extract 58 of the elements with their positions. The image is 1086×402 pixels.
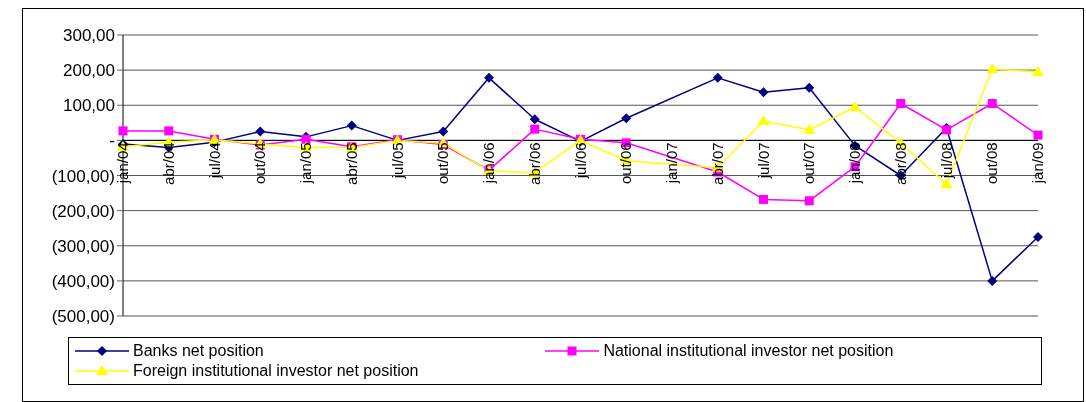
y-tick-label: 200,00: [63, 61, 115, 81]
point: [987, 98, 997, 108]
point: [759, 194, 768, 204]
x-tick-label: jan/05: [297, 142, 314, 185]
y-tick-label: -: [109, 131, 115, 151]
point: [118, 126, 128, 136]
x-tick-label: abr/05: [342, 142, 360, 185]
point: [1033, 231, 1043, 242]
point: [255, 126, 266, 137]
x-tick-label: out/07: [800, 142, 818, 185]
x-tick-label: jan/09: [1029, 142, 1046, 185]
x-tick-label: out/04: [251, 142, 269, 185]
x-tick-label: out/06: [617, 142, 635, 185]
point: [758, 87, 769, 98]
point: [757, 115, 770, 126]
x-tick-label: jul/06: [571, 142, 589, 180]
x-tick-label: out/05: [434, 142, 452, 185]
point: [529, 114, 540, 125]
point: [940, 178, 953, 189]
y-tick-label: 100,00: [63, 96, 115, 116]
y-tick-label: (400,00): [51, 271, 115, 291]
y-tick-label: (300,00): [51, 236, 115, 256]
point: [530, 124, 540, 134]
x-tick-label: jan/06: [480, 142, 497, 185]
y-tick-label: (500,00): [51, 307, 115, 327]
point: [987, 275, 998, 286]
point: [164, 126, 174, 136]
x-tick-label: abr/06: [525, 142, 543, 185]
point: [484, 72, 494, 83]
legend-label: National institutional investor net position: [603, 341, 894, 361]
legend-label: Banks net position: [133, 341, 264, 361]
x-tick-label: abr/04: [159, 142, 177, 185]
x-tick-label: jul/07: [754, 142, 772, 180]
y-tick-label: (100,00): [51, 166, 115, 186]
y-tick-label: (200,00): [51, 201, 115, 221]
point: [849, 101, 861, 112]
point: [621, 113, 632, 124]
y-tick-label: 300,00: [63, 26, 115, 46]
x-tick-label: jan/07: [663, 142, 680, 185]
x-tick-label: jan/04: [114, 142, 131, 185]
x-tick-label: jul/04: [205, 142, 223, 180]
x-tick-label: jul/05: [388, 142, 406, 180]
point: [1032, 65, 1044, 76]
point: [804, 82, 815, 93]
x-tick-label: out/08: [983, 142, 1001, 185]
point: [803, 123, 816, 134]
x-tick-label: abr/07: [708, 142, 726, 185]
point: [804, 196, 814, 206]
point: [896, 98, 906, 108]
legend-label: Foreign institutional investor net position: [133, 361, 419, 381]
x-tick-label: jan/08: [846, 142, 863, 185]
x-tick-label: jul/08: [937, 142, 955, 180]
point: [712, 72, 723, 83]
point: [346, 120, 357, 131]
point: [438, 126, 449, 137]
x-tick-label: abr/08: [891, 142, 909, 185]
point: [986, 63, 999, 74]
point: [1033, 130, 1043, 140]
